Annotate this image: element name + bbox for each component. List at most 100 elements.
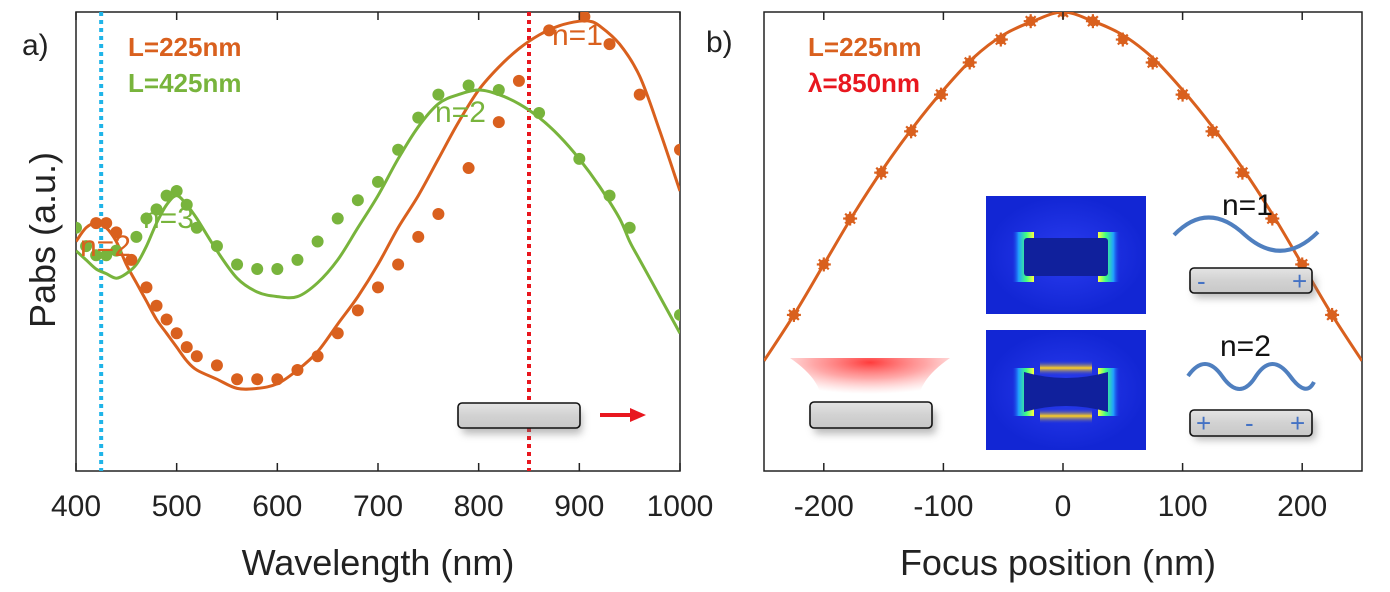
data-point bbox=[372, 281, 384, 294]
panel-a-legend-l225: L=225nm bbox=[128, 32, 241, 62]
x-tick-label: 100 bbox=[1158, 490, 1208, 523]
data-point bbox=[150, 299, 163, 312]
panel-a: a) 400 500 600 700 800 900 1000 Wavelength (nm… bbox=[22, 11, 713, 583]
data-point bbox=[623, 221, 636, 234]
data-point bbox=[816, 257, 831, 272]
mode-n2-sign-left: + bbox=[1196, 408, 1211, 438]
annotation-n1: n=1 bbox=[552, 19, 603, 52]
data-point bbox=[1175, 87, 1190, 102]
data-point bbox=[674, 308, 680, 321]
x-tick-label: -200 bbox=[794, 490, 854, 523]
data-point bbox=[190, 350, 203, 363]
mode-n1-label: n=1 bbox=[1222, 189, 1273, 222]
data-point bbox=[130, 230, 143, 243]
data-point bbox=[462, 162, 475, 175]
mode-n1-sign-left: - bbox=[1197, 266, 1206, 296]
panel-b-curves bbox=[764, 12, 1362, 362]
data-point bbox=[331, 327, 344, 340]
data-point bbox=[140, 212, 153, 225]
x-tick-label: 200 bbox=[1277, 490, 1327, 523]
panel-b-x-axis-title: Focus position (nm) bbox=[900, 542, 1216, 583]
data-point bbox=[210, 240, 223, 253]
data-point bbox=[492, 116, 505, 129]
annotation-n2-orange: n=2 bbox=[80, 230, 131, 263]
data-point bbox=[160, 313, 173, 326]
data-point bbox=[603, 38, 616, 51]
data-point bbox=[1325, 307, 1340, 322]
data-point bbox=[1265, 211, 1280, 226]
data-point bbox=[432, 88, 445, 101]
data-point bbox=[100, 217, 113, 230]
data-point bbox=[993, 32, 1008, 47]
annotation-n3: n=3 bbox=[143, 202, 194, 235]
data-point bbox=[231, 258, 244, 271]
data-point bbox=[190, 221, 203, 234]
data-point bbox=[351, 304, 364, 317]
data-point bbox=[331, 212, 344, 225]
panel-b-legend-lambda: λ=850nm bbox=[808, 68, 920, 98]
data-point bbox=[1205, 124, 1220, 139]
data-point bbox=[392, 258, 405, 271]
data-point bbox=[311, 235, 324, 248]
data-point bbox=[1115, 32, 1130, 47]
mode-n2-illustration: n=2 + - + bbox=[1186, 330, 1316, 440]
data-point bbox=[291, 364, 304, 377]
panel-a-legend-l425: L=425nm bbox=[128, 68, 241, 98]
data-point bbox=[351, 194, 364, 207]
mode-n1-illustration: n=1 - + bbox=[1172, 189, 1320, 298]
data-point bbox=[291, 253, 304, 266]
mode-n2-sign-middle: - bbox=[1245, 408, 1254, 438]
panel-a-label: a) bbox=[22, 29, 49, 62]
data-point bbox=[160, 189, 173, 202]
data-point bbox=[1145, 55, 1160, 70]
panel-b-x-ticks: -200 -100 0 100 200 bbox=[794, 12, 1327, 523]
panel-b-markers bbox=[786, 12, 1340, 322]
x-tick-label: 500 bbox=[152, 490, 202, 523]
panel-b: b) -200 -100 0 100 200 Focus position (nm) L… bbox=[706, 11, 1363, 583]
data-point bbox=[412, 230, 425, 243]
x-tick-label: 400 bbox=[51, 490, 101, 523]
panel-a-x-ticks: 400 500 600 700 800 900 1000 bbox=[51, 12, 713, 523]
data-point bbox=[1085, 14, 1100, 29]
data-point bbox=[412, 111, 425, 124]
data-point bbox=[271, 263, 284, 276]
panel-a-axes-box bbox=[75, 11, 681, 472]
data-point bbox=[934, 87, 949, 102]
data-point bbox=[372, 175, 384, 188]
panel-a-x-axis-title: Wavelength (nm) bbox=[242, 542, 515, 583]
data-point bbox=[962, 55, 977, 70]
mode-n2-label: n=2 bbox=[1220, 330, 1271, 363]
panel-a-y-axis-title: Pabs (a.u.) bbox=[22, 152, 63, 328]
data-point bbox=[125, 253, 138, 266]
data-point bbox=[573, 152, 586, 165]
focused-beam-illustration bbox=[790, 358, 950, 434]
x-tick-label: 700 bbox=[353, 490, 403, 523]
data-point bbox=[150, 203, 163, 216]
x-tick-label: 600 bbox=[252, 490, 302, 523]
x-tick-label: 0 bbox=[1055, 490, 1072, 523]
data-point bbox=[140, 281, 153, 294]
data-point bbox=[110, 226, 123, 239]
panel-b-legend-l225: L=225nm bbox=[808, 32, 921, 62]
data-point bbox=[251, 263, 264, 276]
mode-n2-sign-right: + bbox=[1290, 408, 1305, 438]
field-map-n1 bbox=[986, 196, 1146, 314]
field-map-n2 bbox=[986, 330, 1146, 450]
data-point bbox=[180, 341, 193, 354]
polarization-arrow-icon bbox=[600, 408, 646, 422]
data-point bbox=[110, 244, 123, 257]
data-point bbox=[786, 307, 801, 322]
panel-a-markers bbox=[76, 12, 680, 386]
x-tick-label: 900 bbox=[554, 490, 604, 523]
data-point bbox=[432, 207, 445, 220]
data-point bbox=[633, 88, 646, 101]
data-point bbox=[874, 165, 889, 180]
x-tick-label: 1000 bbox=[647, 490, 714, 523]
mode-n1-sign-right: + bbox=[1292, 266, 1307, 296]
annotation-n2-green: n=2 bbox=[435, 96, 486, 129]
data-point bbox=[76, 221, 82, 234]
data-point bbox=[90, 249, 103, 262]
series-line-l-225nm bbox=[76, 19, 680, 391]
data-point bbox=[603, 189, 616, 202]
